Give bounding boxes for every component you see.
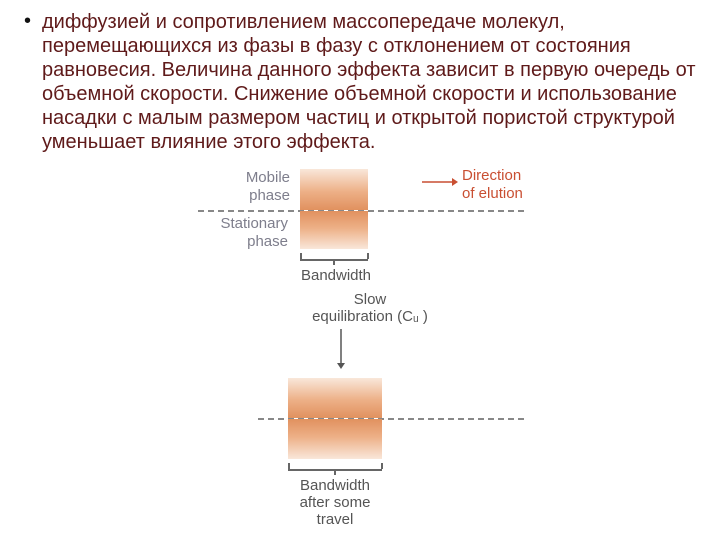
stationary-phase-l2: phase [247,233,288,250]
bracket-bot-stem [334,469,336,475]
slow-l2: equilibration [312,308,393,325]
direction-label: Direction of elution [462,167,523,203]
slow-sym: (Cᵤ ) [397,308,428,325]
stationary-phase-label: Stationary phase [176,215,288,251]
band-top-upper [300,169,368,210]
bandwidth-bot-l1: Bandwidth [300,477,370,494]
band-top-lower [300,211,368,249]
bandwidth-bot-l3: travel [317,511,354,528]
bracket-top-tick-r [367,253,369,259]
band-bot-lower [288,419,382,459]
arrow-down-icon [334,329,348,375]
band-bot-upper [288,378,382,418]
stationary-phase-l1: Stationary [220,215,288,232]
slow-l1: Slow [354,291,387,308]
direction-l1: Direction [462,167,521,184]
bandwidth-label-bot: Bandwidth after some travel [290,477,380,528]
direction-l2: of elution [462,185,523,202]
bandwidth-label-top: Bandwidth [296,267,376,284]
bullet-marker: • [24,10,42,154]
mobile-phase-l2: phase [249,187,290,204]
bullet-text: диффузией и сопротивлением массопередаче… [42,10,708,154]
slow-equilibration-label: Slow equilibration (Cᵤ ) [270,291,470,325]
diagram: Mobile phase Stationary phase Direction … [200,165,524,525]
mobile-phase-l1: Mobile [246,169,290,186]
arrow-right-icon [422,175,462,189]
bandwidth-bot-l2: after some [300,494,371,511]
bracket-top-stem [333,259,335,265]
bracket-bot-tick-r [381,463,383,469]
mobile-phase-label: Mobile phase [198,169,290,205]
